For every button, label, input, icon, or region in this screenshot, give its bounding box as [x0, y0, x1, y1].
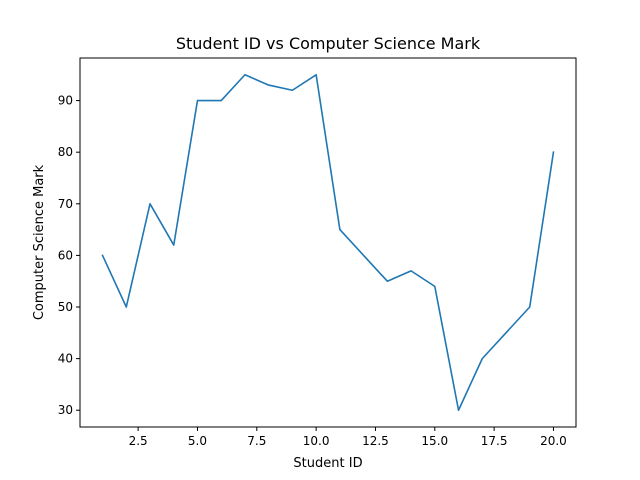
- x-tick-label: 17.5: [481, 434, 508, 448]
- y-axis-label: Computer Science Mark: [32, 164, 47, 320]
- y-tick-label: 60: [58, 248, 73, 262]
- chart-title: Student ID vs Computer Science Mark: [176, 34, 481, 53]
- series-line: [101, 73, 555, 412]
- y-tick-label: 90: [58, 94, 73, 108]
- y-tick-label: 40: [58, 352, 73, 366]
- y-axis-ticks: 30 40 50 60 70 80 90: [58, 94, 80, 417]
- y-tick-label: 80: [58, 145, 73, 159]
- plot-area: [80, 58, 576, 427]
- x-tick-label: 12.5: [362, 434, 389, 448]
- x-tick-label: 2.5: [129, 434, 148, 448]
- plot-frame: [79, 57, 577, 428]
- x-tick-label: 20.0: [540, 434, 567, 448]
- x-axis-ticks: 2.5 5.0 7.5 10.0 12.5 15.0 17.5 20.0: [129, 427, 567, 448]
- x-tick-label: 5.0: [188, 434, 207, 448]
- x-tick-label: 15.0: [421, 434, 448, 448]
- x-tick-label: 10.0: [303, 434, 330, 448]
- y-tick-label: 50: [58, 300, 73, 314]
- y-tick-label: 70: [58, 197, 73, 211]
- x-axis-label: Student ID: [293, 456, 362, 471]
- x-tick-label: 7.5: [247, 434, 266, 448]
- y-tick-label: 30: [58, 403, 73, 417]
